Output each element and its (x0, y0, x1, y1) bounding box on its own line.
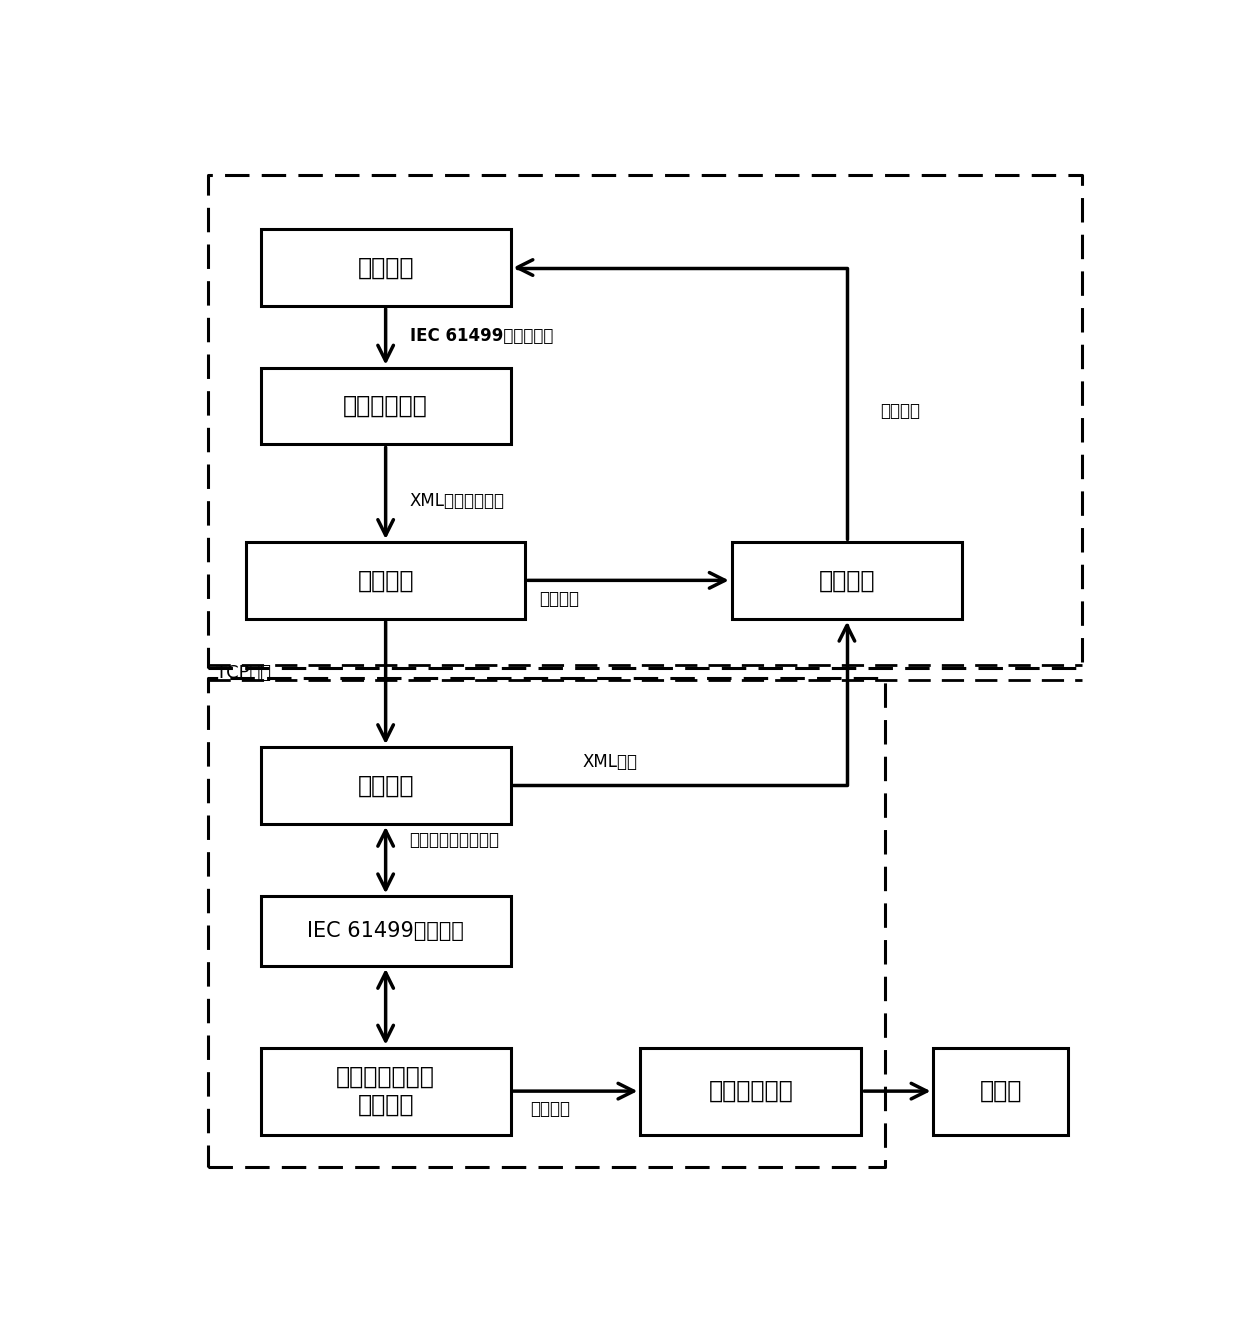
Text: 运动指令: 运动指令 (529, 1099, 570, 1118)
Text: XML文本管理命令: XML文本管理命令 (409, 493, 505, 510)
Text: 启动命令: 启动命令 (539, 590, 579, 607)
Text: 通讯模块: 通讯模块 (357, 774, 414, 798)
Text: 模型转换模块: 模型转换模块 (343, 394, 428, 418)
Text: 拓扑信息与状态数据: 拓扑信息与状态数据 (409, 831, 500, 848)
Bar (260, 368, 511, 445)
Text: TCP协议: TCP协议 (216, 663, 270, 682)
Text: 机器人: 机器人 (980, 1079, 1022, 1103)
Bar (640, 1047, 862, 1135)
Bar (260, 896, 511, 966)
Text: XML文本: XML文本 (583, 753, 637, 771)
Text: 部署模块: 部署模块 (357, 569, 414, 593)
Text: IEC 61499功能块网络: IEC 61499功能块网络 (409, 328, 553, 345)
Bar (260, 1047, 511, 1135)
Bar (247, 542, 525, 619)
Bar (260, 229, 511, 306)
Text: IEC 61499运行环境: IEC 61499运行环境 (308, 922, 464, 942)
Bar (260, 747, 511, 825)
Bar (732, 542, 962, 619)
Text: 重构命令: 重构命令 (880, 402, 920, 420)
Bar (934, 1047, 1068, 1135)
Text: 监控模块: 监控模块 (818, 569, 875, 593)
Text: 伺服驱动模块: 伺服驱动模块 (708, 1079, 794, 1103)
Text: 编辑模块: 编辑模块 (357, 256, 414, 280)
Text: 机器人控制指令
执行模块: 机器人控制指令 执行模块 (336, 1066, 435, 1118)
